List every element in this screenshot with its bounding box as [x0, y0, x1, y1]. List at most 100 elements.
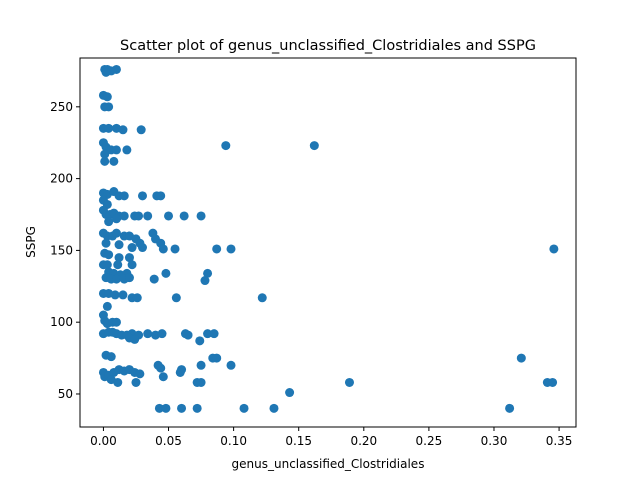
- data-point: [158, 244, 168, 254]
- data-point: [196, 211, 206, 221]
- data-point: [239, 403, 249, 413]
- x-tick-label: 0.10: [220, 434, 247, 448]
- data-point: [102, 301, 112, 311]
- data-point: [101, 238, 111, 248]
- data-point: [177, 403, 187, 413]
- data-point: [175, 367, 185, 377]
- x-tick-label: 0.35: [546, 434, 573, 448]
- data-point: [104, 250, 114, 260]
- data-point: [143, 211, 153, 221]
- data-point: [111, 228, 121, 238]
- data-points: [98, 64, 559, 413]
- data-point: [549, 244, 559, 254]
- data-point: [111, 274, 121, 284]
- data-point: [136, 125, 146, 135]
- data-point: [135, 369, 145, 379]
- data-point: [122, 145, 132, 155]
- y-axis-label: SSPG: [24, 226, 38, 258]
- x-axis-ticks: 0.00 0.05 0.10 0.15 0.20 0.25 0.30 0.35: [90, 427, 572, 448]
- y-tick-label: 250: [50, 100, 73, 114]
- data-point: [124, 273, 134, 283]
- data-point: [101, 67, 111, 77]
- data-point: [111, 145, 121, 155]
- data-point: [309, 141, 319, 151]
- data-point: [113, 260, 123, 270]
- data-point: [226, 360, 236, 370]
- x-tick-label: 0.05: [155, 434, 182, 448]
- data-point: [111, 64, 121, 74]
- data-point: [100, 149, 110, 159]
- y-tick-label: 200: [50, 172, 73, 186]
- data-point: [114, 253, 124, 263]
- data-point: [212, 244, 222, 254]
- y-tick-label: 150: [50, 243, 73, 257]
- data-point: [106, 352, 116, 362]
- data-point: [110, 290, 120, 300]
- data-point: [113, 377, 123, 387]
- data-point: [100, 156, 110, 166]
- x-axis-label: genus_unclassified_Clostridiales: [232, 457, 425, 471]
- data-point: [127, 260, 137, 270]
- data-point: [137, 243, 147, 253]
- data-point: [171, 293, 181, 303]
- data-point: [102, 260, 112, 270]
- data-point: [111, 214, 121, 224]
- data-point: [183, 330, 193, 340]
- data-point: [109, 156, 119, 166]
- data-point: [156, 191, 166, 201]
- data-point: [157, 329, 167, 339]
- x-tick-label: 0.25: [416, 434, 443, 448]
- data-point: [104, 123, 114, 133]
- data-point: [161, 403, 171, 413]
- data-point: [170, 244, 180, 254]
- data-point: [257, 293, 267, 303]
- data-point: [195, 336, 205, 346]
- data-point: [516, 353, 526, 363]
- data-point: [114, 240, 124, 250]
- data-point: [134, 211, 144, 221]
- data-point: [124, 253, 134, 263]
- data-point: [161, 268, 171, 278]
- data-point: [226, 244, 236, 254]
- data-point: [127, 243, 137, 253]
- data-point: [153, 360, 163, 370]
- data-point: [143, 329, 153, 339]
- data-point: [149, 274, 159, 284]
- x-tick-label: 0.30: [481, 434, 508, 448]
- x-tick-label: 0.20: [350, 434, 377, 448]
- data-point: [196, 360, 206, 370]
- data-point: [344, 377, 354, 387]
- data-point: [119, 191, 129, 201]
- data-point: [118, 125, 128, 135]
- data-point: [548, 377, 558, 387]
- data-point: [132, 293, 142, 303]
- data-point: [269, 403, 279, 413]
- chart-title: Scatter plot of genus_unclassified_Clost…: [120, 38, 536, 54]
- data-point: [196, 377, 206, 387]
- y-axis-ticks: 50 100 150 200 250: [50, 100, 80, 401]
- data-point: [221, 141, 231, 151]
- data-point: [154, 403, 164, 413]
- plot-frame: [79, 57, 577, 428]
- y-tick-label: 100: [50, 315, 73, 329]
- data-point: [118, 290, 128, 300]
- data-point: [203, 268, 213, 278]
- data-point: [131, 377, 141, 387]
- data-point: [130, 334, 140, 344]
- data-point: [104, 217, 114, 227]
- x-tick-label: 0.00: [90, 434, 117, 448]
- data-point: [119, 211, 129, 221]
- data-point: [209, 329, 219, 339]
- data-point: [179, 211, 189, 221]
- y-tick-label: 50: [58, 387, 73, 401]
- data-point: [505, 403, 515, 413]
- data-point: [164, 211, 174, 221]
- data-point: [102, 92, 112, 102]
- data-point: [111, 317, 121, 327]
- data-point: [203, 329, 213, 339]
- data-point: [137, 191, 147, 201]
- data-point: [285, 388, 295, 398]
- data-point: [192, 403, 202, 413]
